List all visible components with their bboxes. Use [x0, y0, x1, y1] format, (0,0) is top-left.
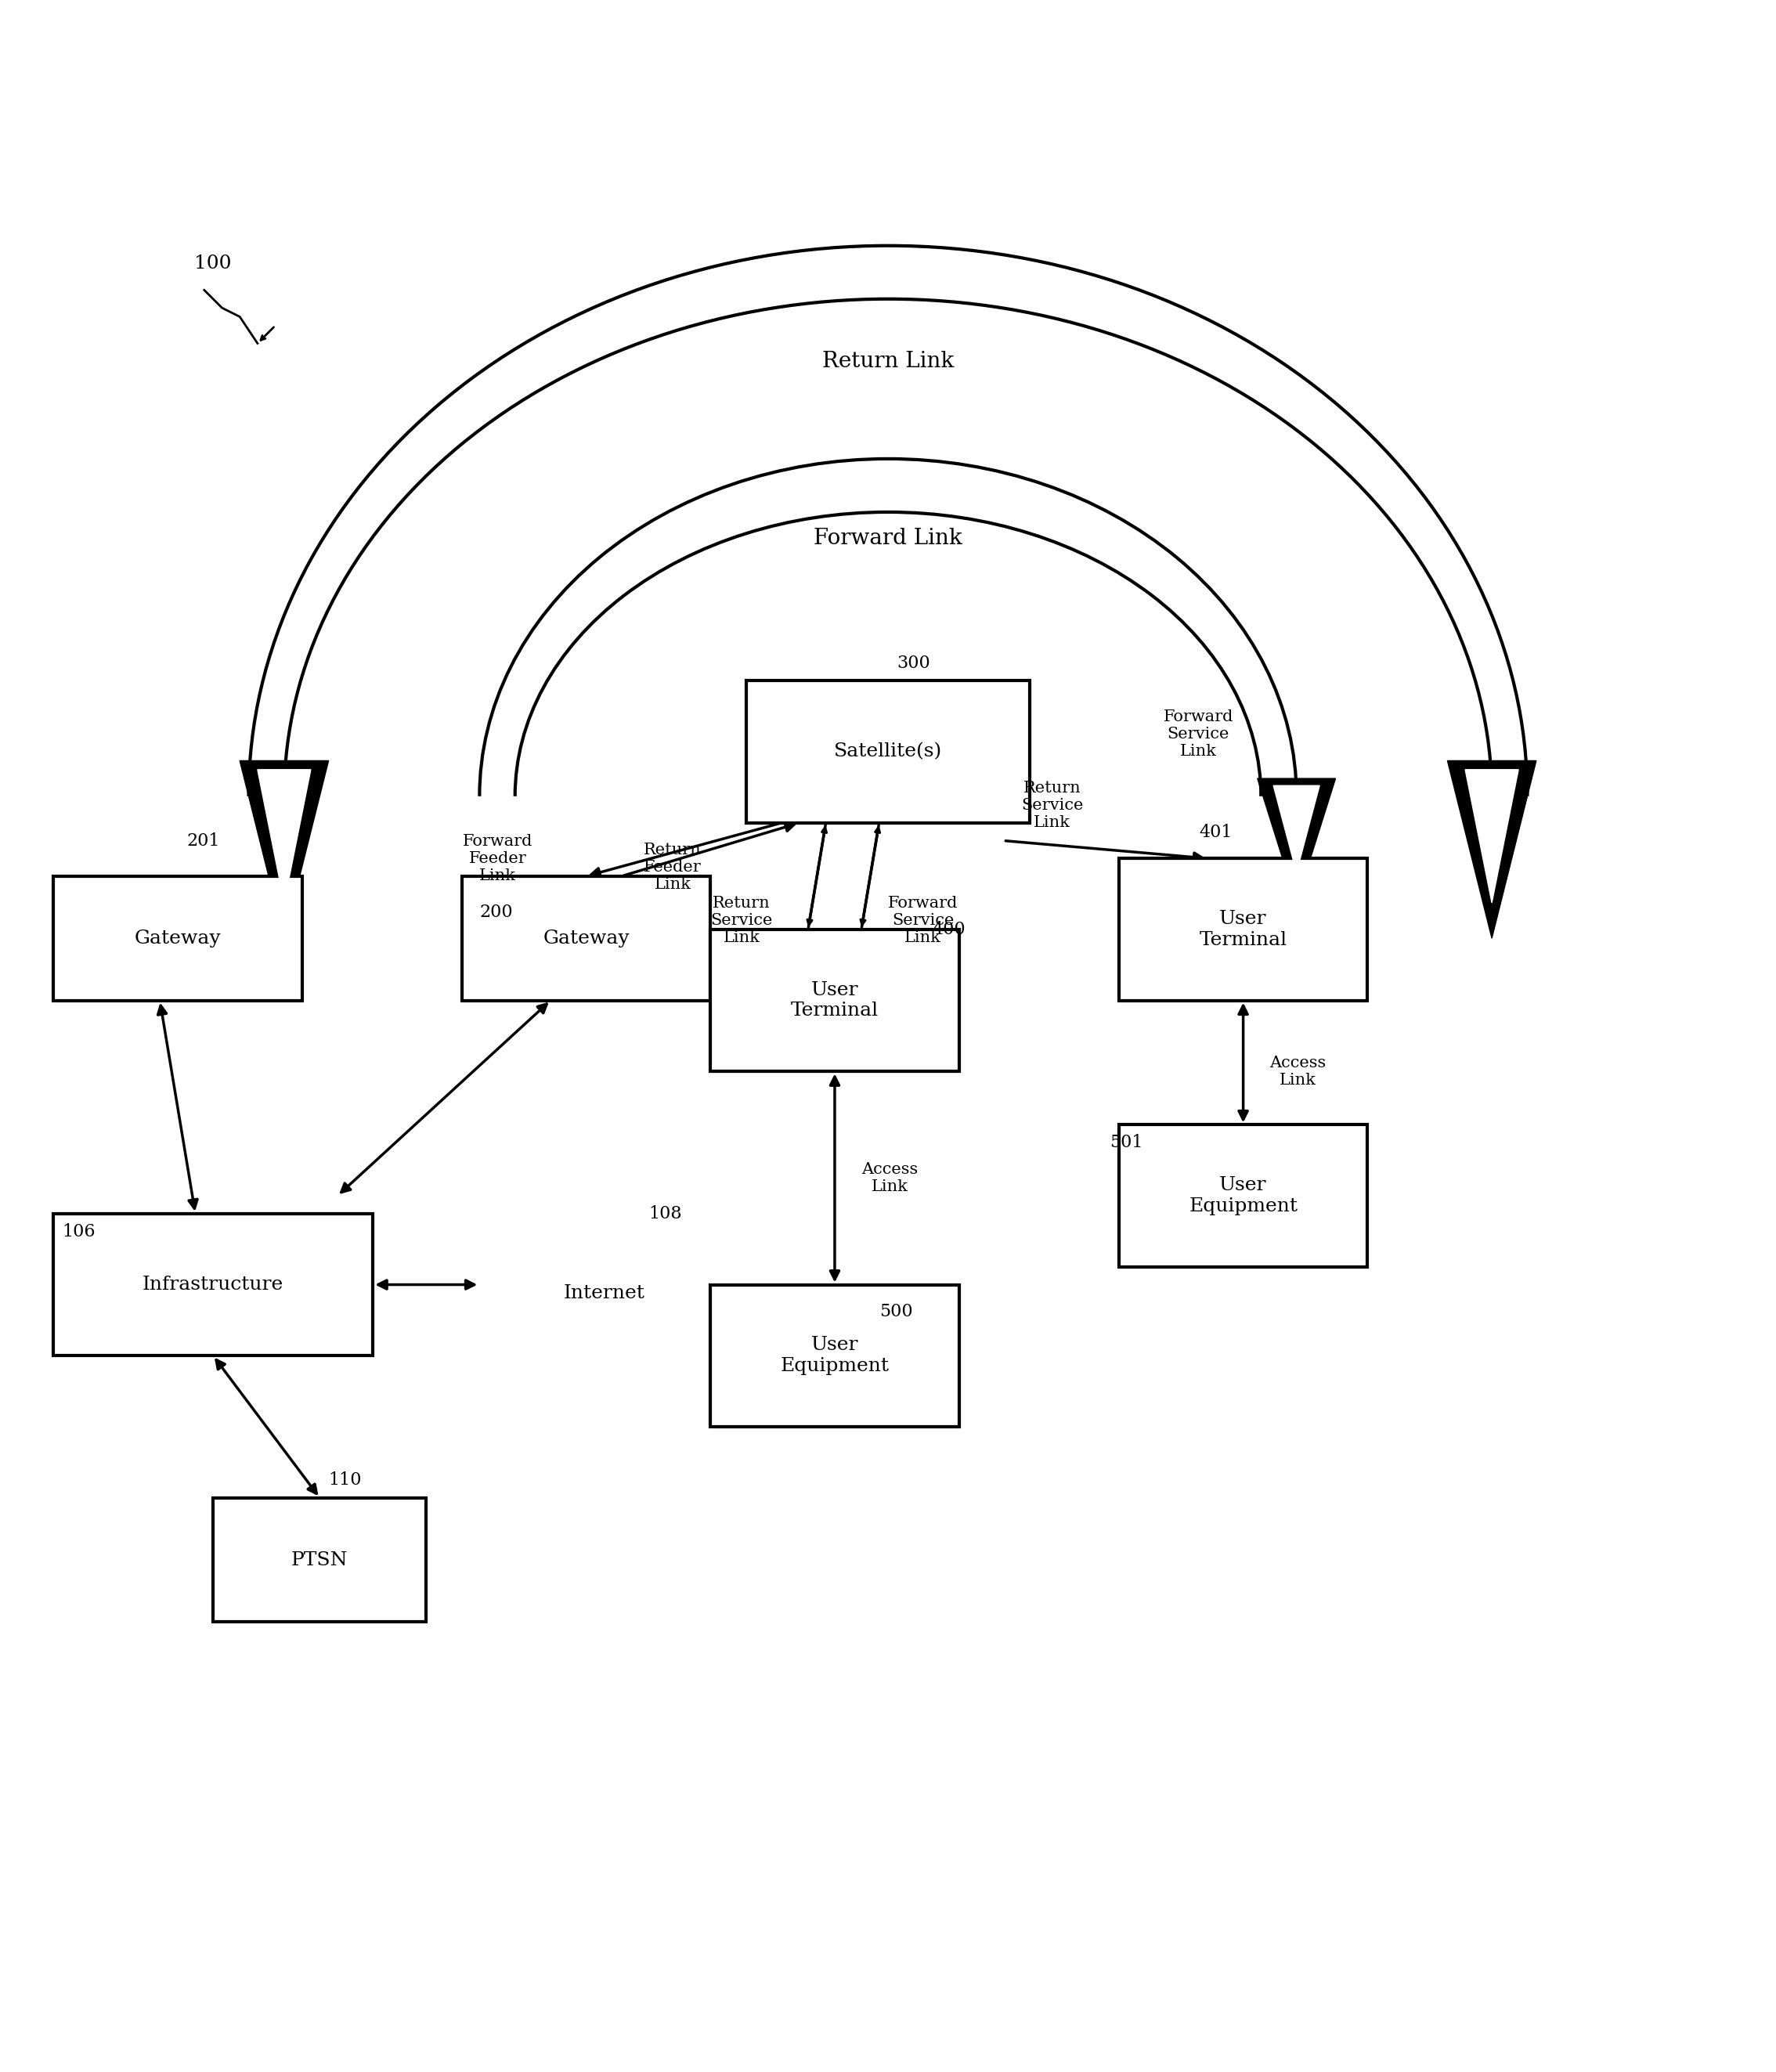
FancyArrowPatch shape [341, 1005, 547, 1191]
FancyArrowPatch shape [378, 1280, 474, 1289]
Text: Gateway: Gateway [543, 930, 629, 947]
Text: Satellite(s): Satellite(s) [835, 744, 941, 760]
FancyArrowPatch shape [158, 1005, 197, 1208]
Text: PTSN: PTSN [291, 1552, 348, 1569]
FancyBboxPatch shape [710, 930, 959, 1071]
FancyBboxPatch shape [710, 1285, 959, 1428]
Polygon shape [1465, 769, 1518, 903]
FancyArrowPatch shape [217, 1359, 316, 1494]
Text: Access
Link: Access Link [861, 1162, 918, 1193]
Text: Return
Service
Link: Return Service Link [1021, 781, 1083, 829]
Text: User
Terminal: User Terminal [790, 980, 879, 1019]
Text: User
Terminal: User Terminal [1199, 910, 1288, 949]
FancyArrowPatch shape [591, 823, 780, 876]
Polygon shape [1257, 779, 1336, 903]
FancyArrowPatch shape [1005, 841, 1202, 862]
FancyBboxPatch shape [1119, 1125, 1368, 1266]
Text: 401: 401 [1199, 823, 1233, 841]
Text: Forward Link: Forward Link [813, 528, 963, 549]
Polygon shape [1273, 785, 1320, 872]
Text: Access
Link: Access Link [1270, 1055, 1327, 1088]
Text: 106: 106 [62, 1222, 96, 1241]
Polygon shape [240, 760, 329, 939]
Text: 108: 108 [648, 1206, 682, 1222]
Text: 400: 400 [932, 922, 966, 939]
Polygon shape [1447, 760, 1536, 939]
Text: Return
Service
Link: Return Service Link [710, 895, 773, 945]
FancyArrowPatch shape [1240, 1005, 1247, 1119]
FancyArrowPatch shape [831, 1077, 838, 1278]
Text: User
Equipment: User Equipment [780, 1336, 890, 1376]
Text: Return
Feeder
Link: Return Feeder Link [643, 843, 702, 891]
Text: Gateway: Gateway [135, 930, 220, 947]
Text: Return Link: Return Link [822, 350, 954, 371]
FancyBboxPatch shape [1119, 858, 1368, 1001]
Text: Internet: Internet [563, 1285, 645, 1303]
Text: Forward
Feeder
Link: Forward Feeder Link [464, 833, 533, 883]
Text: Infrastructure: Infrastructure [142, 1276, 284, 1293]
Text: 501: 501 [1110, 1133, 1144, 1152]
FancyBboxPatch shape [53, 876, 302, 1001]
FancyBboxPatch shape [213, 1498, 426, 1622]
Text: 201: 201 [186, 833, 220, 850]
FancyBboxPatch shape [53, 1214, 373, 1355]
Text: 200: 200 [480, 903, 513, 920]
FancyArrowPatch shape [623, 823, 794, 876]
FancyBboxPatch shape [746, 682, 1030, 823]
Text: 100: 100 [195, 255, 231, 271]
Text: 500: 500 [879, 1303, 913, 1320]
FancyBboxPatch shape [462, 876, 710, 1001]
Text: Forward
Service
Link: Forward Service Link [888, 895, 957, 945]
Text: 110: 110 [329, 1471, 362, 1490]
Text: 300: 300 [897, 655, 931, 671]
Text: Forward
Service
Link: Forward Service Link [1163, 709, 1233, 758]
Polygon shape [258, 769, 311, 903]
Text: User
Equipment: User Equipment [1188, 1177, 1298, 1216]
